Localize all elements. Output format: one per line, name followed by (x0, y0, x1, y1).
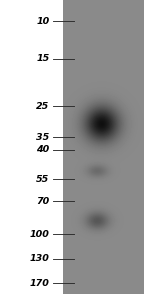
Text: 170: 170 (30, 279, 50, 288)
Text: 35: 35 (36, 133, 50, 142)
Text: 100: 100 (30, 230, 50, 239)
Text: 70: 70 (36, 197, 50, 206)
Text: 40: 40 (36, 145, 50, 154)
Text: 10: 10 (36, 17, 50, 26)
Text: 130: 130 (30, 254, 50, 263)
Text: 55: 55 (36, 175, 50, 183)
Text: 15: 15 (36, 54, 50, 63)
Text: 25: 25 (36, 102, 50, 111)
